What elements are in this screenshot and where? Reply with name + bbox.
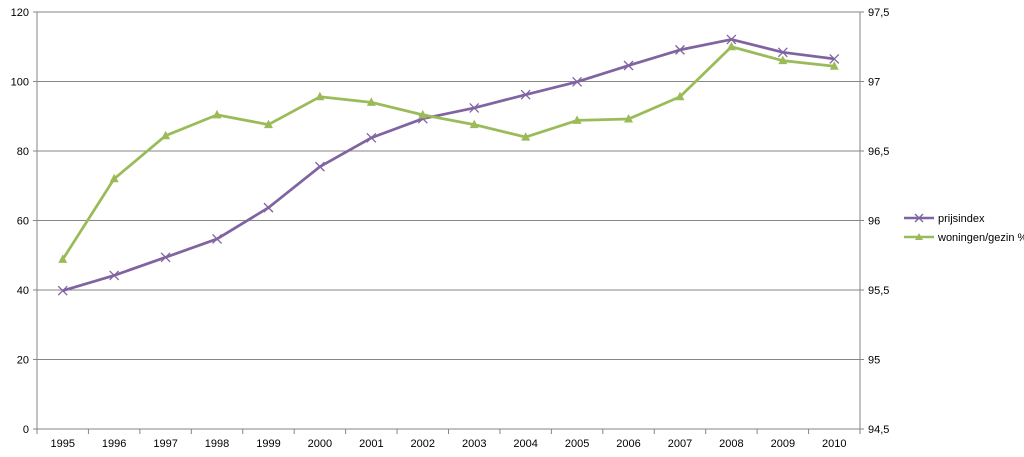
data-point-woningen-gezin [572, 115, 582, 124]
x-tick-label: 2001 [359, 438, 383, 450]
data-point-woningen-gezin [263, 119, 273, 129]
data-point-woningen-gezin [418, 109, 428, 119]
x-tick-label: 2000 [308, 438, 332, 450]
gridlines [37, 11, 860, 360]
data-point-prijsindex [675, 44, 685, 55]
series-line-woningen-gezin [61, 45, 835, 261]
data-point-woningen-gezin [366, 97, 376, 106]
data-point-prijsindex [572, 76, 583, 87]
left-axis-ticks: 0 20 40 60 80 100 120 [11, 7, 37, 436]
right-axis-ticks: 94,5 95 95,5 96 96,5 97 97,5 [860, 7, 889, 436]
x-tick-label: 2008 [719, 438, 743, 450]
data-point-prijsindex [623, 60, 634, 71]
data-point-prijsindex [520, 89, 531, 100]
right-tick-label: 95 [868, 355, 880, 367]
x-axis-ticks: 1995 1996 1997 1998 1999 2000 2001 2002 2003 2004… [36, 429, 861, 450]
legend-marker-prijsindex [914, 213, 924, 223]
x-tick-label: 1996 [102, 438, 126, 450]
x-tick-label: 1997 [153, 438, 177, 450]
data-point-prijsindex [829, 53, 840, 64]
x-tick-label: 2006 [616, 438, 640, 450]
left-tick-label: 120 [11, 7, 29, 19]
data-point-woningen-gezin [315, 91, 325, 101]
left-tick-label: 0 [23, 424, 29, 436]
left-tick-label: 60 [17, 216, 29, 228]
data-point-woningen-gezin [726, 41, 736, 51]
left-tick-label: 20 [17, 355, 29, 367]
x-tick-label: 2007 [668, 438, 692, 450]
data-point-woningen-gezin [161, 130, 171, 140]
right-tick-label: 96,5 [868, 146, 889, 158]
legend-label-prijsindex: prijsindex [938, 213, 985, 225]
left-tick-label: 100 [11, 77, 29, 89]
x-tick-label: 2004 [513, 438, 537, 450]
right-tick-label: 97,5 [868, 7, 889, 19]
data-point-prijsindex [160, 252, 171, 263]
legend-entry-woningen-gezin: woningen/gezin % [904, 232, 1024, 244]
data-point-woningen-gezin [58, 254, 68, 263]
data-point-prijsindex [109, 270, 120, 281]
data-point-woningen-gezin [212, 109, 222, 119]
left-tick-label: 40 [17, 285, 29, 297]
data-point-woningen-gezin [624, 114, 634, 123]
data-point-woningen-gezin [469, 119, 479, 129]
right-tick-label: 95,5 [868, 285, 889, 297]
data-point-prijsindex [366, 132, 377, 143]
data-point-prijsindex [726, 34, 737, 45]
x-tick-label: 2009 [771, 438, 795, 450]
data-point-woningen-gezin [829, 61, 839, 70]
data-point-prijsindex [263, 202, 274, 213]
legend: prijsindex woningen/gezin % [904, 213, 1024, 244]
x-tick-label: 2003 [462, 438, 486, 450]
x-tick-label: 2010 [822, 438, 846, 450]
data-point-prijsindex [777, 47, 788, 58]
series-line-prijsindex [62, 38, 835, 293]
x-tick-label: 1995 [50, 438, 74, 450]
right-tick-label: 97 [868, 77, 880, 89]
x-tick-label: 2005 [565, 438, 589, 450]
x-tick-label: 1998 [205, 438, 229, 450]
x-tick-label: 2002 [411, 438, 435, 450]
right-tick-label: 96 [868, 216, 880, 228]
legend-label-woningen-gezin: woningen/gezin % [937, 232, 1024, 244]
legend-entry-prijsindex: prijsindex [904, 213, 985, 225]
data-point-woningen-gezin [778, 55, 788, 65]
data-point-woningen-gezin [675, 91, 685, 101]
left-tick-label: 80 [17, 146, 29, 158]
data-point-prijsindex [469, 102, 480, 113]
x-tick-label: 1999 [256, 438, 280, 450]
data-point-woningen-gezin [521, 132, 531, 141]
data-point-prijsindex [212, 233, 222, 244]
series-layer [57, 34, 840, 296]
data-point-prijsindex [57, 285, 68, 296]
legend-marker-woningen-gezin [915, 233, 923, 240]
right-tick-label: 94,5 [868, 424, 889, 436]
data-point-prijsindex [314, 161, 325, 172]
data-point-woningen-gezin [109, 173, 119, 183]
